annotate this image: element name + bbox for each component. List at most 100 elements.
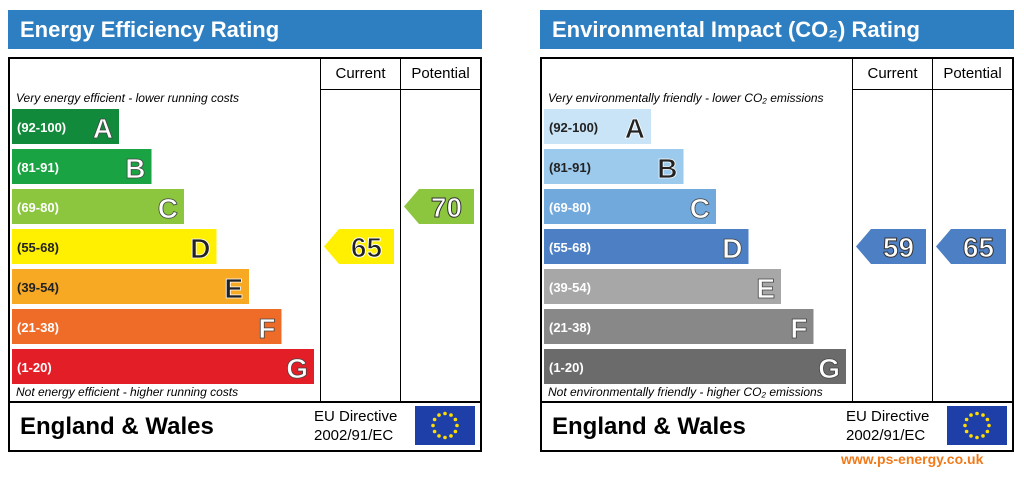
column-header-current: Current bbox=[335, 65, 386, 82]
band-range-label: (1-20) bbox=[17, 360, 52, 375]
band-letter-label: E bbox=[224, 273, 243, 304]
column-header-potential: Potential bbox=[411, 65, 470, 82]
flag-star bbox=[985, 429, 990, 434]
column-header-potential: Potential bbox=[943, 65, 1002, 82]
band-range-label: (81-91) bbox=[549, 160, 591, 175]
rating-bars: (92-100) A (81-91) B (69-80) C (55-68) D (39-54)… bbox=[12, 109, 474, 384]
band-bar-g bbox=[544, 349, 846, 384]
chart-frame: Current Potential Very environmentally f… bbox=[540, 57, 1014, 403]
potential-rating-arrow: 65 bbox=[936, 229, 1006, 264]
column-divider bbox=[932, 59, 933, 401]
current-rating-arrow-shape bbox=[324, 229, 394, 264]
band-range-label: (55-68) bbox=[549, 240, 591, 255]
flag-star bbox=[443, 411, 447, 416]
band-bar-b bbox=[544, 149, 684, 184]
chart-footer: England & Wales EU Directive 2002/91/EC bbox=[8, 403, 482, 452]
band-letter-label: F bbox=[258, 313, 275, 344]
flag-star bbox=[987, 423, 991, 428]
column-header-current: Current bbox=[867, 65, 918, 82]
directive-label: EU Directive 2002/91/EC bbox=[314, 407, 397, 445]
flag-star bbox=[432, 417, 437, 422]
band-range-label: (92-100) bbox=[17, 120, 66, 135]
column-divider bbox=[320, 59, 321, 401]
rating-bars: (92-100) A (81-91) B (69-80) C (55-68) D (39-54)… bbox=[544, 109, 1006, 384]
flag-star bbox=[969, 413, 973, 417]
column-divider bbox=[400, 59, 401, 401]
band-bar-b bbox=[12, 149, 152, 184]
potential-rating-arrow-shape bbox=[936, 229, 1006, 264]
chart-title: Energy Efficiency Rating bbox=[8, 10, 482, 49]
band-range-label: (81-91) bbox=[17, 160, 59, 175]
flag-star bbox=[431, 423, 435, 428]
flag-star bbox=[964, 417, 969, 422]
band-range-label: (1-20) bbox=[549, 360, 584, 375]
band-letter-label: A bbox=[625, 113, 645, 144]
directive-line-1: EU Directive bbox=[846, 408, 930, 425]
bottom-caption: Not energy efficient - higher running co… bbox=[16, 385, 239, 399]
flag-star bbox=[975, 435, 979, 440]
flag-star bbox=[969, 434, 973, 438]
band-letter-label: A bbox=[93, 113, 113, 144]
band-range-label: (39-54) bbox=[17, 280, 59, 295]
band-bar-d bbox=[544, 229, 749, 264]
current-rating-arrow-value: 59 bbox=[883, 232, 914, 263]
band-bar-a bbox=[544, 109, 651, 144]
region-label: England & Wales bbox=[20, 413, 214, 440]
flag-star bbox=[981, 413, 985, 417]
flag-star bbox=[963, 423, 967, 428]
band-letter-label: F bbox=[790, 313, 807, 344]
website-credit: www.ps-energy.co.uk bbox=[841, 451, 984, 467]
flag-star bbox=[964, 429, 969, 434]
flag-star bbox=[432, 429, 437, 434]
flag-star bbox=[985, 417, 990, 422]
chart-frame: Current Potential Very energy efficient … bbox=[8, 57, 482, 403]
band-bar-d bbox=[12, 229, 217, 264]
band-letter-label: C bbox=[690, 193, 710, 224]
band-letter-label: G bbox=[286, 353, 308, 384]
potential-rating-arrow: 70 bbox=[404, 189, 474, 224]
band-bar-c bbox=[12, 189, 184, 224]
current-rating-arrow-value: 65 bbox=[351, 232, 382, 263]
potential-rating-arrow-value: 65 bbox=[963, 232, 994, 263]
region-label: England & Wales bbox=[552, 413, 746, 440]
band-range-label: (55-68) bbox=[17, 240, 59, 255]
header-divider bbox=[852, 89, 1012, 90]
band-bar-c bbox=[544, 189, 716, 224]
flag-star bbox=[975, 411, 979, 416]
band-letter-label: B bbox=[125, 153, 145, 184]
band-bar-f bbox=[12, 309, 282, 344]
band-bar-g bbox=[12, 349, 314, 384]
flag-star bbox=[453, 429, 458, 434]
flag-star bbox=[455, 423, 459, 428]
flag-star bbox=[981, 434, 985, 438]
band-bar-a bbox=[12, 109, 119, 144]
flag-star bbox=[453, 417, 458, 422]
band-letter-label: E bbox=[756, 273, 775, 304]
top-caption: Very environmentally friendly - lower CO… bbox=[548, 91, 824, 105]
potential-rating-arrow-value: 70 bbox=[431, 192, 462, 223]
band-range-label: (69-80) bbox=[549, 200, 591, 215]
chart-footer: England & Wales EU Directive 2002/91/EC bbox=[540, 403, 1014, 452]
column-divider bbox=[852, 59, 853, 401]
band-range-label: (21-38) bbox=[17, 320, 59, 335]
directive-line-2: 2002/91/EC bbox=[846, 427, 926, 444]
band-bar-f bbox=[544, 309, 814, 344]
current-rating-arrow-shape bbox=[856, 229, 926, 264]
band-bar-e bbox=[12, 269, 249, 304]
energy-efficiency-panel: Energy Efficiency Rating Current Potenti… bbox=[8, 10, 482, 452]
header-divider bbox=[320, 89, 480, 90]
flag-star bbox=[437, 413, 441, 417]
band-range-label: (92-100) bbox=[549, 120, 598, 135]
directive-line-2: 2002/91/EC bbox=[314, 427, 394, 444]
environmental-impact-panel: Environmental Impact (CO₂) Rating Curren… bbox=[540, 10, 1014, 452]
directive-label: EU Directive 2002/91/EC bbox=[846, 407, 929, 445]
top-caption: Very energy efficient - lower running co… bbox=[16, 91, 239, 105]
directive-line-1: EU Directive bbox=[314, 408, 398, 425]
band-letter-label: G bbox=[818, 353, 840, 384]
band-letter-label: C bbox=[158, 193, 178, 224]
band-range-label: (69-80) bbox=[17, 200, 59, 215]
potential-rating-arrow-shape bbox=[404, 189, 474, 224]
flag-star bbox=[443, 435, 447, 440]
flag-star bbox=[449, 413, 453, 417]
eu-flag-icon bbox=[415, 406, 475, 445]
